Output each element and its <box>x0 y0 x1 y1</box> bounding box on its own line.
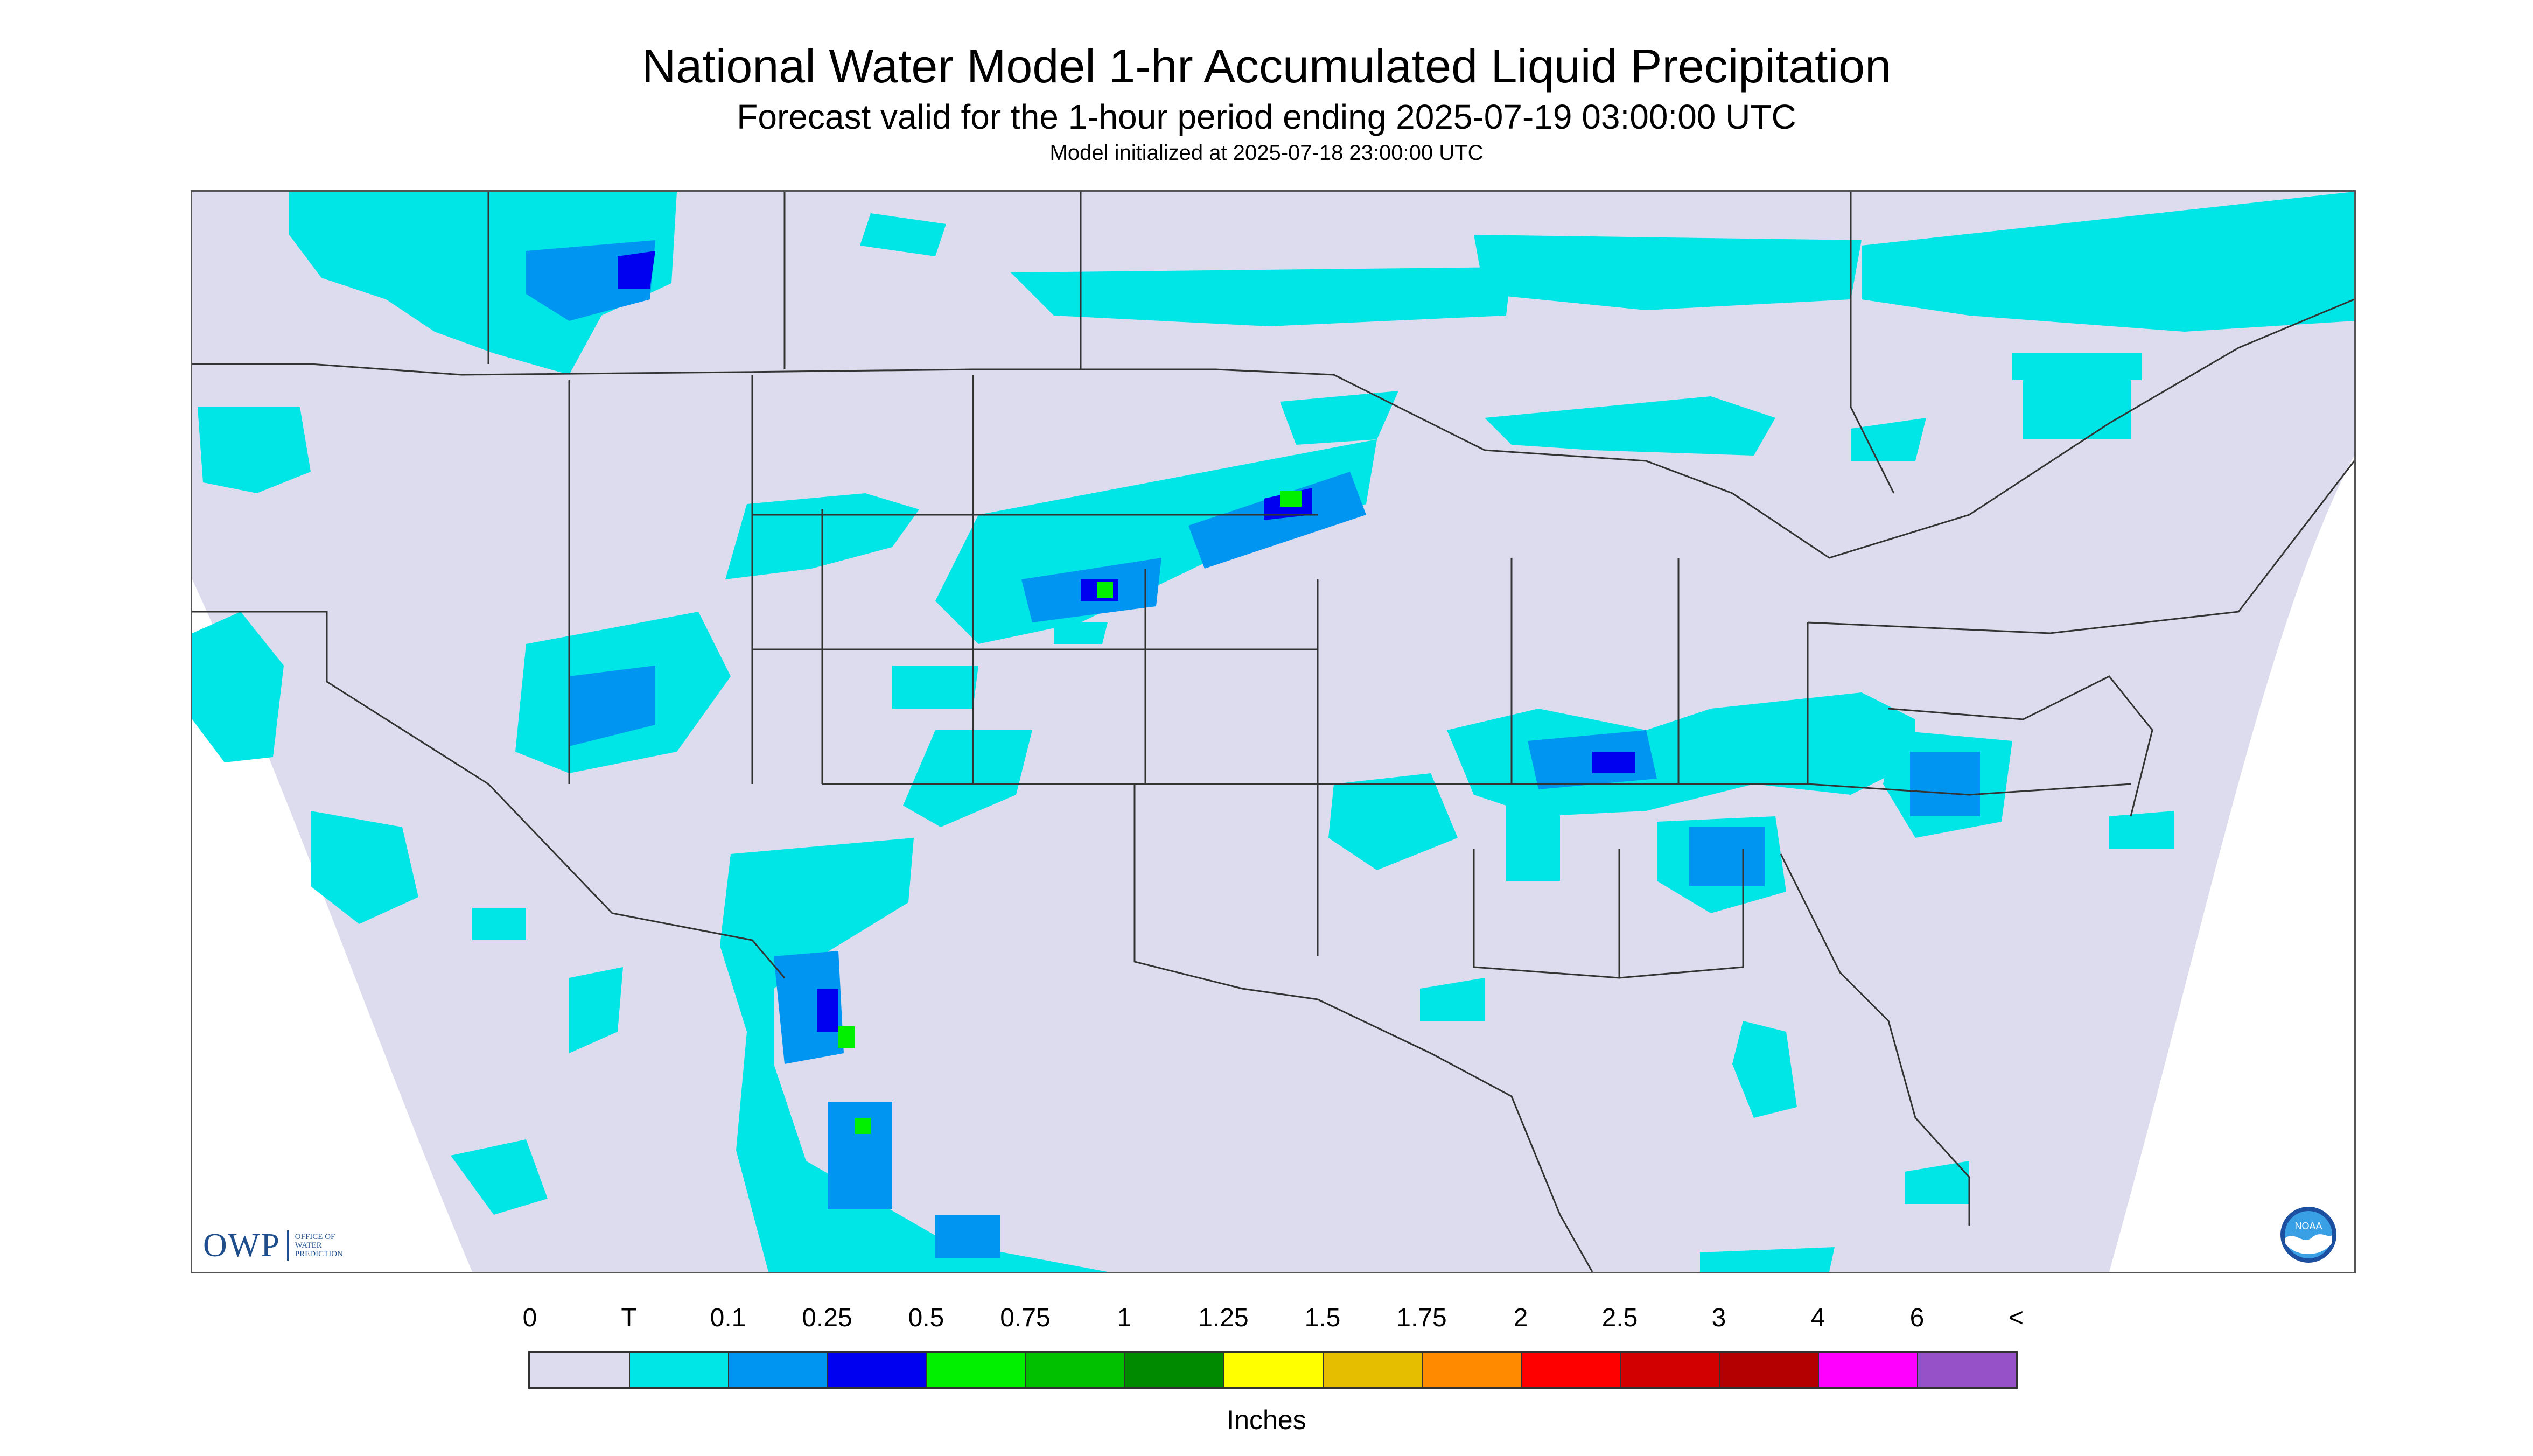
precipitation-map: OWP OFFICE OF WATER PREDICTION NOAA <box>191 190 2356 1273</box>
legend-label: 6 <box>1909 1304 1925 1332</box>
legend-label: 1.75 <box>1396 1304 1447 1332</box>
legend-label: < <box>2008 1304 2024 1332</box>
legend-label: 0.5 <box>908 1304 944 1332</box>
legend-label: 2 <box>1513 1304 1528 1332</box>
legend-label: T <box>621 1304 637 1332</box>
svg-text:NOAA: NOAA <box>2294 1221 2322 1231</box>
noaa-logo-icon: NOAA <box>2280 1207 2336 1263</box>
state-boundaries <box>192 192 2354 1272</box>
legend-label: 0.1 <box>710 1304 746 1332</box>
legend-label: 4 <box>1810 1304 1825 1332</box>
legend-swatch <box>1025 1353 1124 1387</box>
legend-swatch <box>1818 1353 1917 1387</box>
legend-label: 0.25 <box>802 1304 852 1332</box>
legend-label: 2.5 <box>1601 1304 1638 1332</box>
legend-units: Inches <box>1227 1405 1306 1435</box>
precip-heavy <box>838 491 1302 1134</box>
legend-swatch <box>728 1353 827 1387</box>
legend-swatch <box>1917 1353 2016 1387</box>
legend-swatch <box>1422 1353 1521 1387</box>
owp-logo-text: OWP <box>203 1227 281 1264</box>
map-subtitle: Forecast valid for the 1-hour period end… <box>737 97 1796 136</box>
legend-labels: 0 T 0.1 0.25 0.5 0.75 1 1.25 1.5 1.75 2 2.5 3 4 6 < <box>0 1303 2533 1335</box>
legend-swatch <box>1124 1353 1223 1387</box>
precip-light <box>526 240 1980 1258</box>
legend-swatch <box>1521 1353 1620 1387</box>
owp-logo-subtext: OFFICE OF WATER PREDICTION <box>295 1233 343 1258</box>
legend-swatch <box>1323 1353 1422 1387</box>
model-init-time: Model initialized at 2025-07-18 23:00:00… <box>1049 141 1484 165</box>
model-domain <box>192 192 2354 1272</box>
map-canvas <box>192 192 2354 1272</box>
legend-label: 1 <box>1117 1304 1132 1332</box>
legend-swatch <box>1223 1353 1323 1387</box>
legend-label: 3 <box>1711 1304 1726 1332</box>
map-title: National Water Model 1-hr Accumulated Li… <box>641 39 1892 93</box>
legend-label: 1.25 <box>1198 1304 1249 1332</box>
legend-swatch <box>827 1353 926 1387</box>
legend-label: 0 <box>522 1304 537 1332</box>
legend-label: 0.75 <box>1000 1304 1051 1332</box>
owp-logo-divider <box>286 1230 289 1261</box>
legend-swatch <box>926 1353 1025 1387</box>
legend-swatch <box>1620 1353 1719 1387</box>
legend-swatch <box>629 1353 728 1387</box>
owp-logo: OWP OFFICE OF WATER PREDICTION <box>203 1227 343 1264</box>
legend-label: 1.5 <box>1304 1304 1341 1332</box>
legend-color-bar <box>528 1351 2018 1389</box>
legend-swatch <box>1719 1353 1818 1387</box>
legend-swatch <box>530 1353 629 1387</box>
